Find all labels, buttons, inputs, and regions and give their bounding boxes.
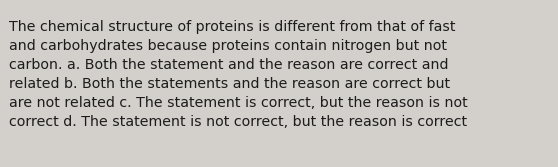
- Text: The chemical structure of proteins is different from that of fast
and carbohydra: The chemical structure of proteins is di…: [9, 20, 468, 129]
